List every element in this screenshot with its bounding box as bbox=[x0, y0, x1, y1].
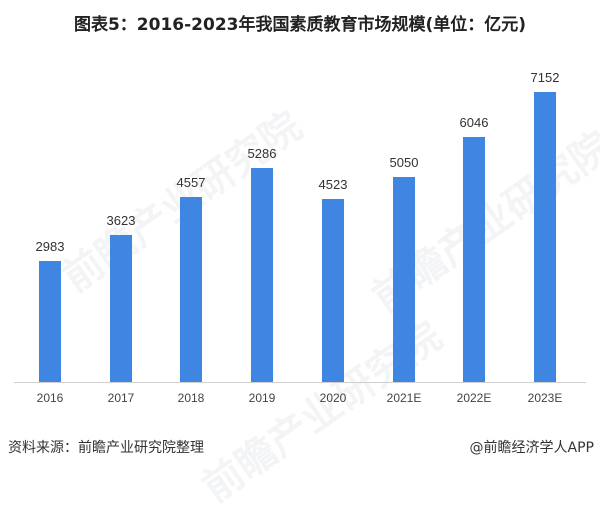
x-tick-label: 2023E bbox=[527, 391, 563, 405]
x-tick-label: 2021E bbox=[386, 391, 422, 405]
x-tick-label: 2017 bbox=[107, 391, 135, 405]
chart-title: 图表5：2016-2023年我国素质教育市场规模(单位：亿元) bbox=[73, 15, 527, 35]
bar-2020 bbox=[322, 199, 344, 382]
x-axis-line bbox=[14, 382, 586, 383]
data-label: 3623 bbox=[106, 213, 136, 228]
data-label: 4523 bbox=[318, 177, 348, 192]
x-tick-label: 2019 bbox=[248, 391, 276, 405]
x-tick-label: 2016 bbox=[36, 391, 64, 405]
bar-2017 bbox=[110, 235, 132, 382]
data-label: 4557 bbox=[176, 175, 206, 190]
bar-2016 bbox=[39, 261, 61, 382]
bar-2021E bbox=[393, 177, 415, 382]
data-label: 7152 bbox=[530, 70, 560, 85]
bar-chart: 前瞻产业研究院 前瞻产业研究院 前瞻产业研究院 2983201636232017… bbox=[14, 70, 600, 511]
bar-2019 bbox=[251, 168, 273, 382]
data-label: 6046 bbox=[459, 115, 489, 130]
x-tick-label: 2022E bbox=[456, 391, 492, 405]
data-label: 5286 bbox=[247, 146, 277, 161]
data-label: 2983 bbox=[35, 239, 65, 254]
source-note: 资料来源：前瞻产业研究院整理 bbox=[8, 440, 204, 456]
x-tick-label: 2018 bbox=[177, 391, 205, 405]
x-tick-label: 2020 bbox=[319, 391, 347, 405]
credit-note: @前瞻经济学人APP bbox=[469, 440, 594, 456]
bar-2022E bbox=[463, 137, 485, 382]
data-label: 5050 bbox=[389, 155, 419, 170]
bar-2018 bbox=[180, 197, 202, 382]
bar-2023E bbox=[534, 92, 556, 382]
